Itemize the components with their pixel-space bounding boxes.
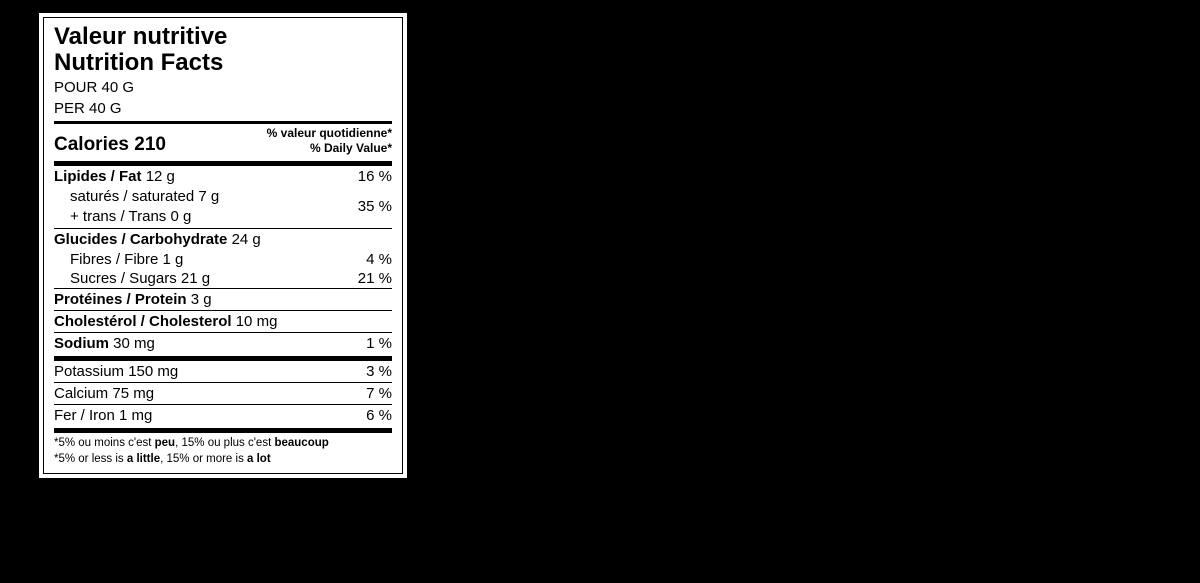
fat-row: Lipides / Fat 12 g 16 % — [54, 166, 392, 187]
title-fr: Valeur nutritive — [54, 24, 392, 50]
fibre-row: Fibres / Fibre 1 g 4 % — [54, 250, 392, 269]
serving-en: PER 40 G — [54, 100, 392, 119]
nutrition-facts-inner: Valeur nutritive Nutrition Facts POUR 40… — [43, 17, 403, 474]
protein-row: Protéines / Protein 3 g — [54, 289, 392, 310]
cholesterol-row: Cholestérol / Cholesterol 10 mg — [54, 311, 392, 332]
calories-row: Calories 210 % valeur quotidienne* % Dai… — [54, 124, 392, 159]
potassium-row: Potassium 150 mg 3 % — [54, 361, 392, 382]
serving-fr: POUR 40 G — [54, 79, 392, 98]
calcium-row: Calcium 75 mg 7 % — [54, 383, 392, 404]
sat-trans-group: saturés / saturated 7 g + trans / Trans … — [54, 187, 392, 228]
footnote: *5% ou moins c'est peu, 15% ou plus c'es… — [54, 433, 392, 469]
iron-row: Fer / Iron 1 mg 6 % — [54, 405, 392, 426]
carb-row: Glucides / Carbohydrate 24 g — [54, 229, 392, 250]
nutrition-facts-panel: Valeur nutritive Nutrition Facts POUR 40… — [38, 12, 408, 479]
sodium-row: Sodium 30 mg 1 % — [54, 333, 392, 354]
title-en: Nutrition Facts — [54, 50, 392, 76]
calories-label: Calories 210 — [54, 134, 166, 156]
dv-header: % valeur quotidienne* % Daily Value* — [267, 126, 392, 156]
sugars-row: Sucres / Sugars 21 g 21 % — [54, 269, 392, 288]
